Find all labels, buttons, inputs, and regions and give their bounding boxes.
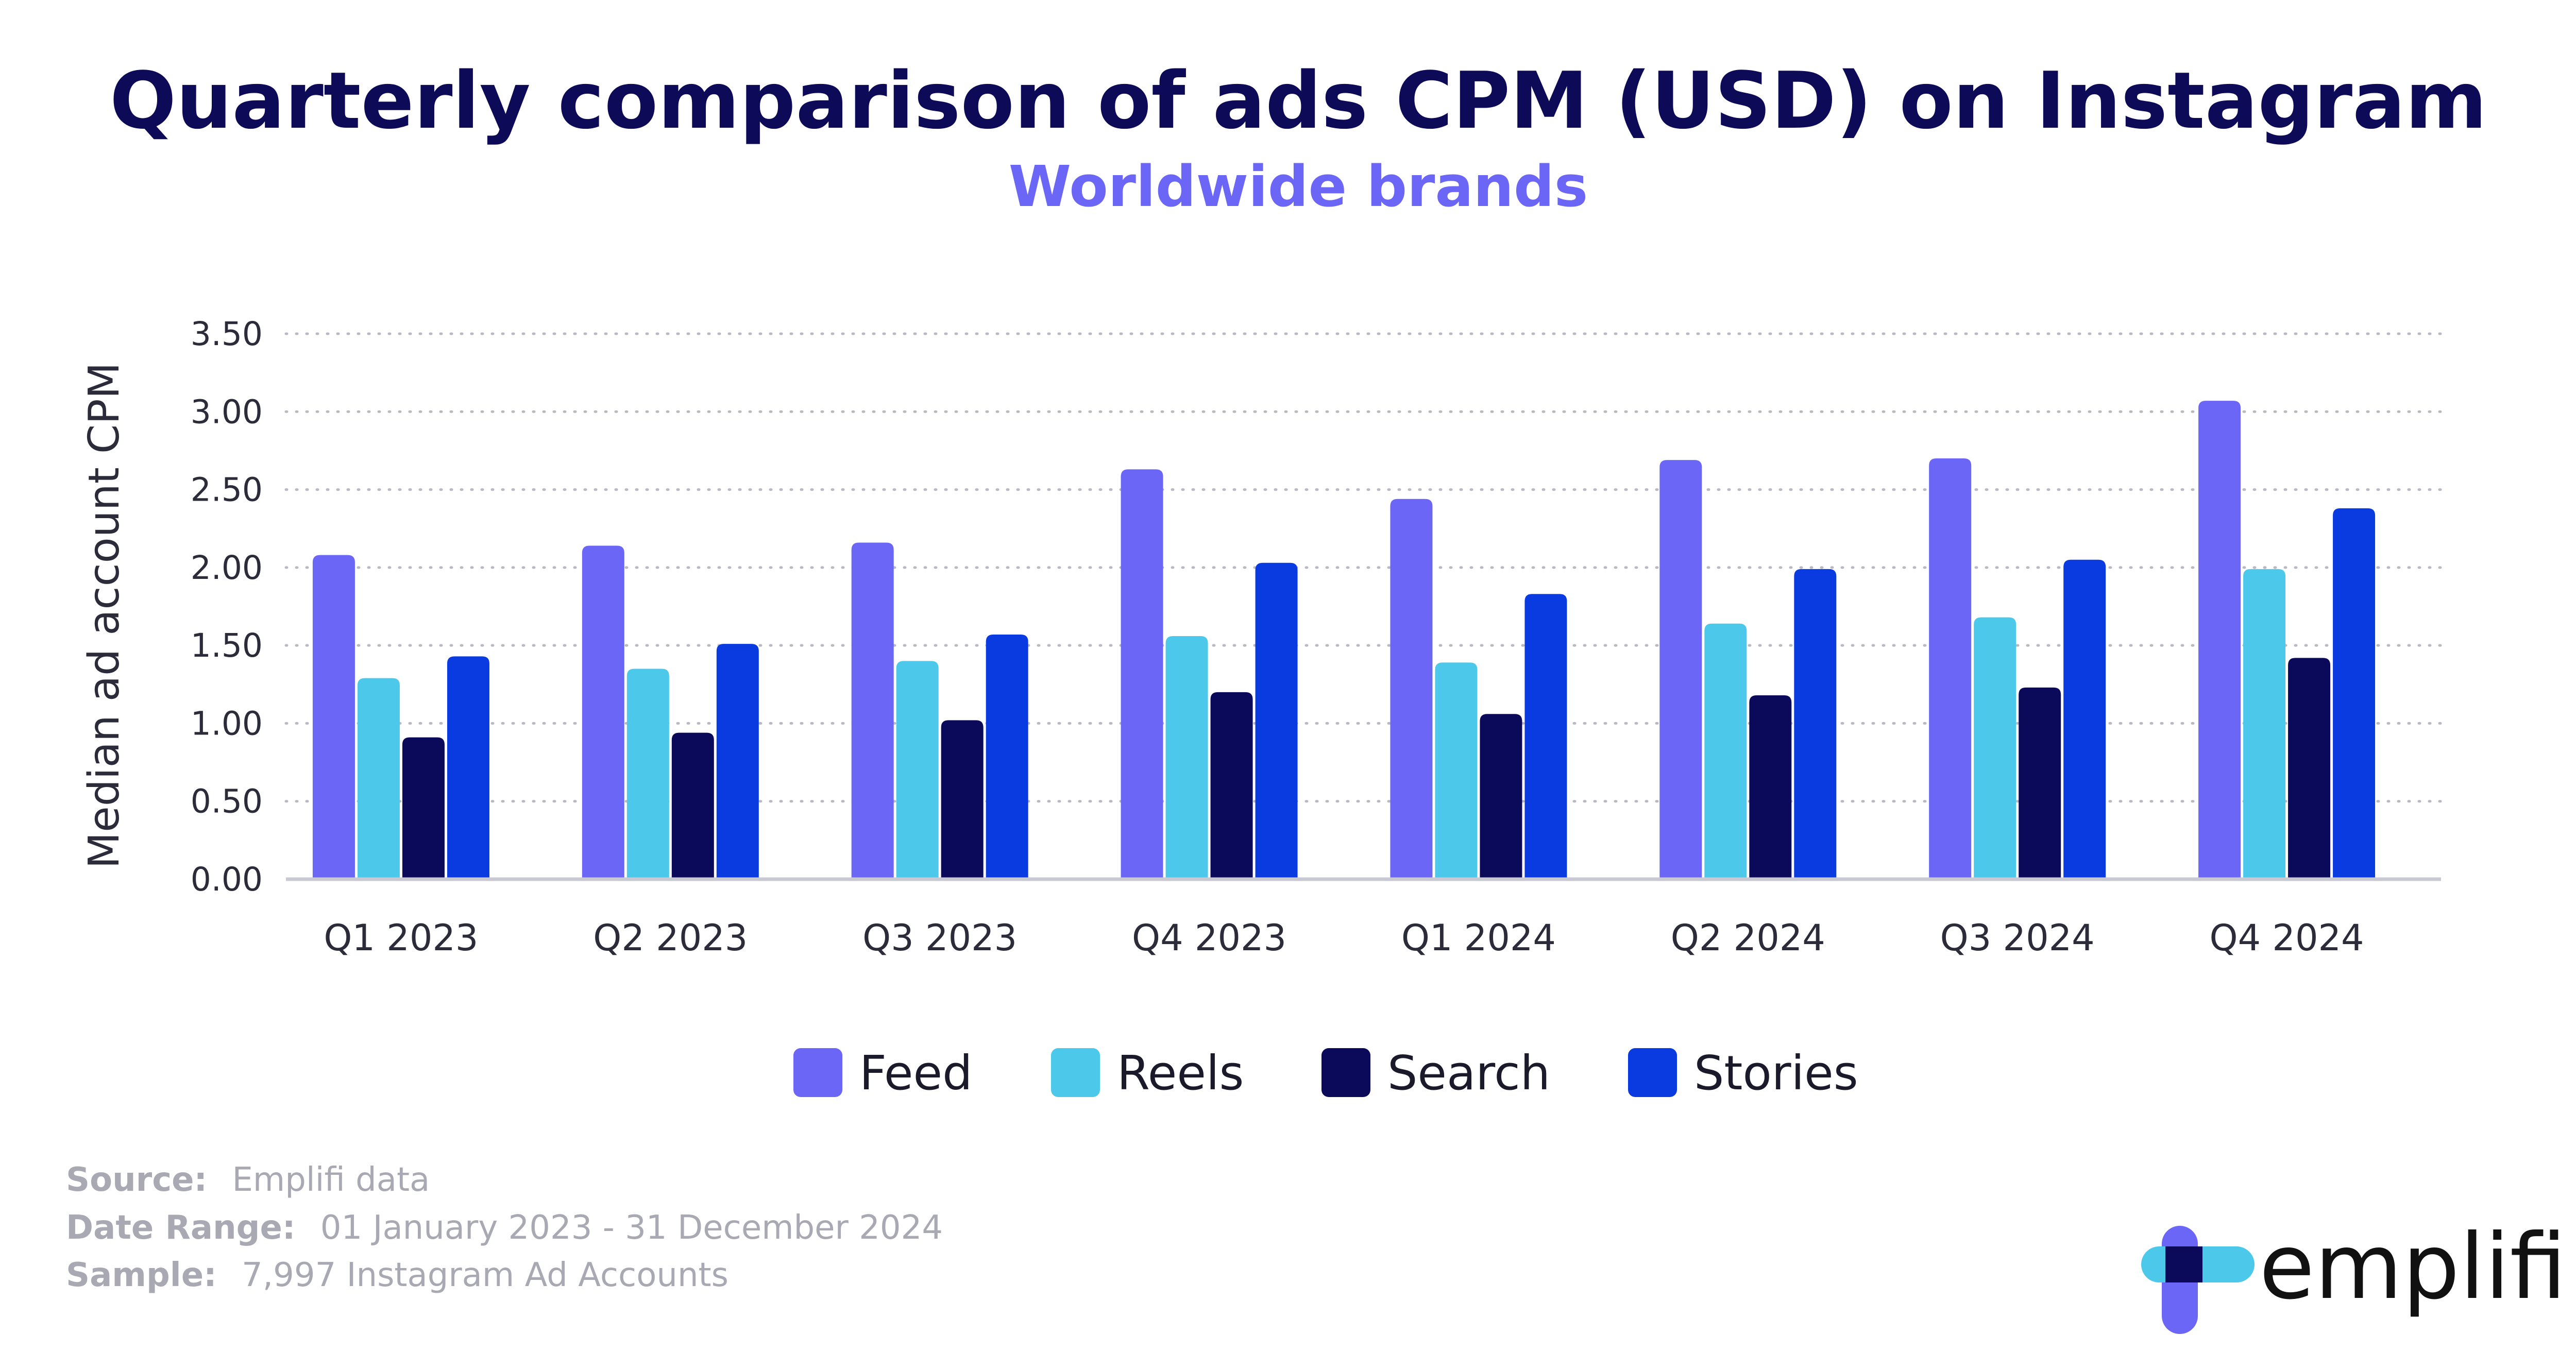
bar-search-q4-2024 [2288,658,2331,879]
bar-reels-q1-2024 [1435,662,1478,879]
brand-name: emplifi [2259,1215,2567,1320]
bar-stories-q2-2023 [716,644,759,879]
legend-label-reels: Reels [1117,1046,1244,1101]
x-tick-label: Q4 2023 [1132,917,1286,959]
y-tick-label: 3.50 [191,315,263,353]
bar-feed-q4-2023 [1121,469,1163,879]
bar-stories-q1-2023 [447,656,489,879]
bar-search-q2-2024 [1749,695,1792,879]
bar-feed-q3-2024 [1929,458,1972,879]
legend-label-stories: Stories [1694,1046,1858,1101]
chart-title: Quarterly comparison of ads CPM (USD) on… [110,55,2487,146]
bar-search-q1-2023 [402,737,445,879]
source-value: Emplifi data [232,1161,430,1199]
bar-reels-q4-2024 [2243,569,2286,879]
x-tick-label: Q3 2023 [862,917,1017,959]
x-tick-label: Q1 2024 [1401,917,1556,959]
bar-feed-q1-2023 [312,555,355,879]
y-tick-label: 2.50 [191,471,263,509]
bar-search-q3-2024 [2019,687,2061,879]
y-axis-label: Median ad account CPM [80,363,129,869]
bar-stories-q4-2023 [1255,562,1298,879]
x-tick-label: Q2 2023 [593,917,748,959]
date-range-label: Date Range: [66,1209,295,1247]
date-range-line: Date Range: 01 January 2023 - 31 Decembe… [66,1209,943,1247]
bar-feed-q3-2023 [851,542,894,879]
x-tick-label: Q1 2023 [324,917,478,959]
y-tick-label: 2.00 [191,549,263,587]
sample-value: 7,997 Instagram Ad Accounts [242,1256,728,1294]
y-tick-label: 0.00 [191,861,263,898]
x-axis-ticks: Q1 2023 Q2 2023 Q3 2023 Q4 2023 Q1 2024 Q2 20… [324,917,2364,959]
bar-reels-q2-2024 [1704,623,1747,879]
bar-reels-q3-2023 [896,661,939,879]
y-tick-label: 1.50 [191,627,263,664]
bar-reels-q2-2023 [626,669,669,879]
source-line: Source: Emplifi data [66,1161,430,1199]
chart-subtitle: Worldwide brands [1009,153,1588,219]
y-tick-label: 0.50 [191,783,263,820]
bars [312,401,2376,879]
emplifi-mark-icon [2141,1226,2255,1334]
bar-stories-q2-2024 [1794,569,1837,879]
y-axis-ticks: 0.00 0.50 1.00 1.50 2.00 2.50 3.00 3.50 [191,315,263,898]
legend-swatch-stories [1628,1048,1677,1097]
x-tick-label: Q4 2024 [2210,917,2364,959]
x-tick-label: Q2 2024 [1671,917,1825,959]
legend-swatch-feed [793,1048,842,1097]
bar-feed-q2-2023 [582,545,624,879]
bar-stories-q3-2024 [2063,559,2106,879]
bar-feed-q1-2024 [1390,499,1433,879]
legend-label-feed: Feed [859,1046,973,1101]
bar-search-q4-2023 [1210,692,1253,879]
date-range-value: 01 January 2023 - 31 December 2024 [320,1209,943,1247]
bar-reels-q3-2024 [1974,617,2016,879]
legend: Feed Reels Search Stories [793,1046,1858,1101]
legend-label-search: Search [1387,1046,1550,1101]
x-tick-label: Q3 2024 [1940,917,2095,959]
y-tick-label: 1.00 [191,705,263,742]
bar-stories-q3-2023 [986,634,1028,879]
footer: Source: Emplifi data Date Range: 01 Janu… [66,1161,943,1294]
bar-feed-q4-2024 [2198,401,2241,879]
bar-reels-q4-2023 [1165,636,1208,879]
brand-logo: emplifi [2141,1215,2567,1334]
legend-swatch-reels [1051,1048,1100,1097]
bar-reels-q1-2023 [357,678,400,879]
bar-search-q1-2024 [1480,714,1522,879]
bar-feed-q2-2024 [1659,460,1702,879]
y-tick-label: 3.00 [191,393,263,431]
source-label: Source: [66,1161,207,1199]
sample-label: Sample: [66,1256,217,1294]
legend-swatch-search [1321,1048,1370,1097]
bar-stories-q4-2024 [2333,508,2376,879]
sample-line: Sample: 7,997 Instagram Ad Accounts [66,1256,728,1294]
bar-stories-q1-2024 [1524,594,1567,879]
bar-search-q3-2023 [941,720,984,879]
bar-search-q2-2023 [671,732,714,879]
